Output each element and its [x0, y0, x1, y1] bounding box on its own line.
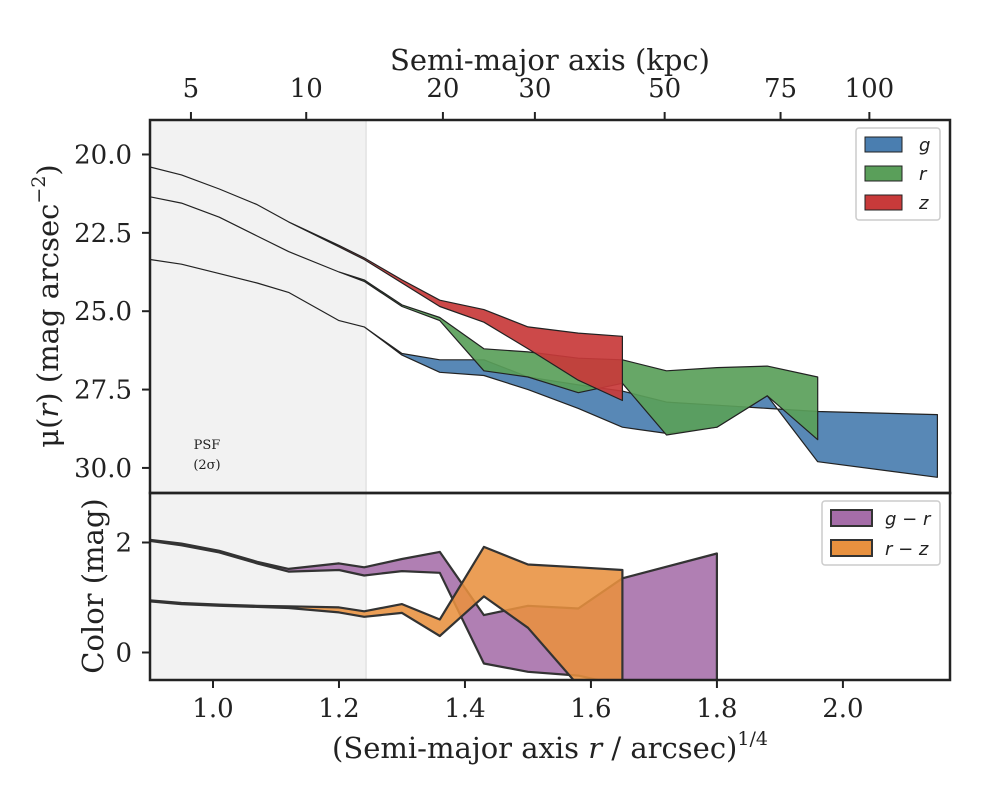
surface-brightness-bands: [150, 166, 939, 478]
bottom-panel-y-title: Color (mag): [76, 498, 110, 673]
legend-label-g-minus-r: g − r: [885, 509, 932, 530]
top-axis-ticks: 5 10 20 30 50 75 100: [183, 74, 895, 120]
bottom-panel-frame: [148, 491, 952, 682]
bottom-panel-y-ticks: 02: [115, 529, 150, 669]
legend-swatch-r-minus-z: [830, 539, 873, 557]
y-tick-label: 25.0: [74, 297, 132, 327]
bottom-axis-title: (Semi-major axis r / arcsec)1/4: [332, 728, 768, 765]
color-bands: [150, 538, 719, 680]
psf-sigma-label: (2σ): [193, 458, 220, 473]
top-panel-y-ticks: 20.0 22.5 25.0 27.5 30.0: [74, 140, 150, 484]
psf-label: PSF: [194, 438, 221, 453]
top-tick-label: 100: [845, 74, 895, 104]
x-tick-label: 2.0: [822, 694, 863, 724]
y-tick-label: 27.5: [74, 376, 132, 406]
y-tick-label: 30.0: [74, 454, 132, 484]
top-tick-label: 20: [426, 74, 459, 104]
x-tick-label: 1.8: [696, 694, 737, 724]
legend-swatch-z: [864, 194, 903, 211]
y-tick-label: 20.0: [74, 140, 132, 170]
legend-label-r-minus-z: r − z: [885, 539, 929, 560]
psf-region-top: [150, 120, 367, 493]
legend-swatch-r: [864, 165, 903, 182]
band-r: [150, 196, 819, 441]
legend-swatch-g: [864, 136, 903, 153]
psf-region-bottom: [150, 493, 367, 680]
band-r-z: [150, 545, 624, 680]
legend-label-z: z: [918, 193, 929, 214]
top-legend: g r z: [855, 127, 941, 221]
bottom-axis-ticks: 1.0 1.2 1.4 1.6 1.8 2.0: [192, 680, 864, 724]
x-tick-label: 1.6: [570, 694, 611, 724]
legend-label-r: r: [919, 164, 928, 185]
top-axis-title: Semi-major axis (kpc): [390, 43, 710, 77]
color-y-tick-label: 2: [115, 529, 132, 559]
top-tick-label: 10: [290, 74, 323, 104]
legend-label-g: g: [919, 135, 930, 156]
x-tick-label: 1.0: [192, 694, 233, 724]
bottom-legend: g − r r − z: [821, 500, 941, 566]
top-tick-label: 75: [764, 74, 797, 104]
top-tick-label: 50: [648, 74, 681, 104]
color-y-tick-label: 0: [115, 639, 132, 669]
y-tick-label: 22.5: [74, 219, 132, 249]
top-tick-label: 30: [518, 74, 551, 104]
top-panel-y-title: μ(r) (mag arcsec−2): [28, 164, 65, 448]
band-g: [150, 258, 939, 478]
band-z: [150, 166, 624, 402]
legend-swatch-g-minus-r: [830, 509, 873, 527]
x-tick-label: 1.2: [318, 694, 359, 724]
x-tick-label: 1.4: [444, 694, 485, 724]
top-tick-label: 5: [183, 74, 200, 104]
